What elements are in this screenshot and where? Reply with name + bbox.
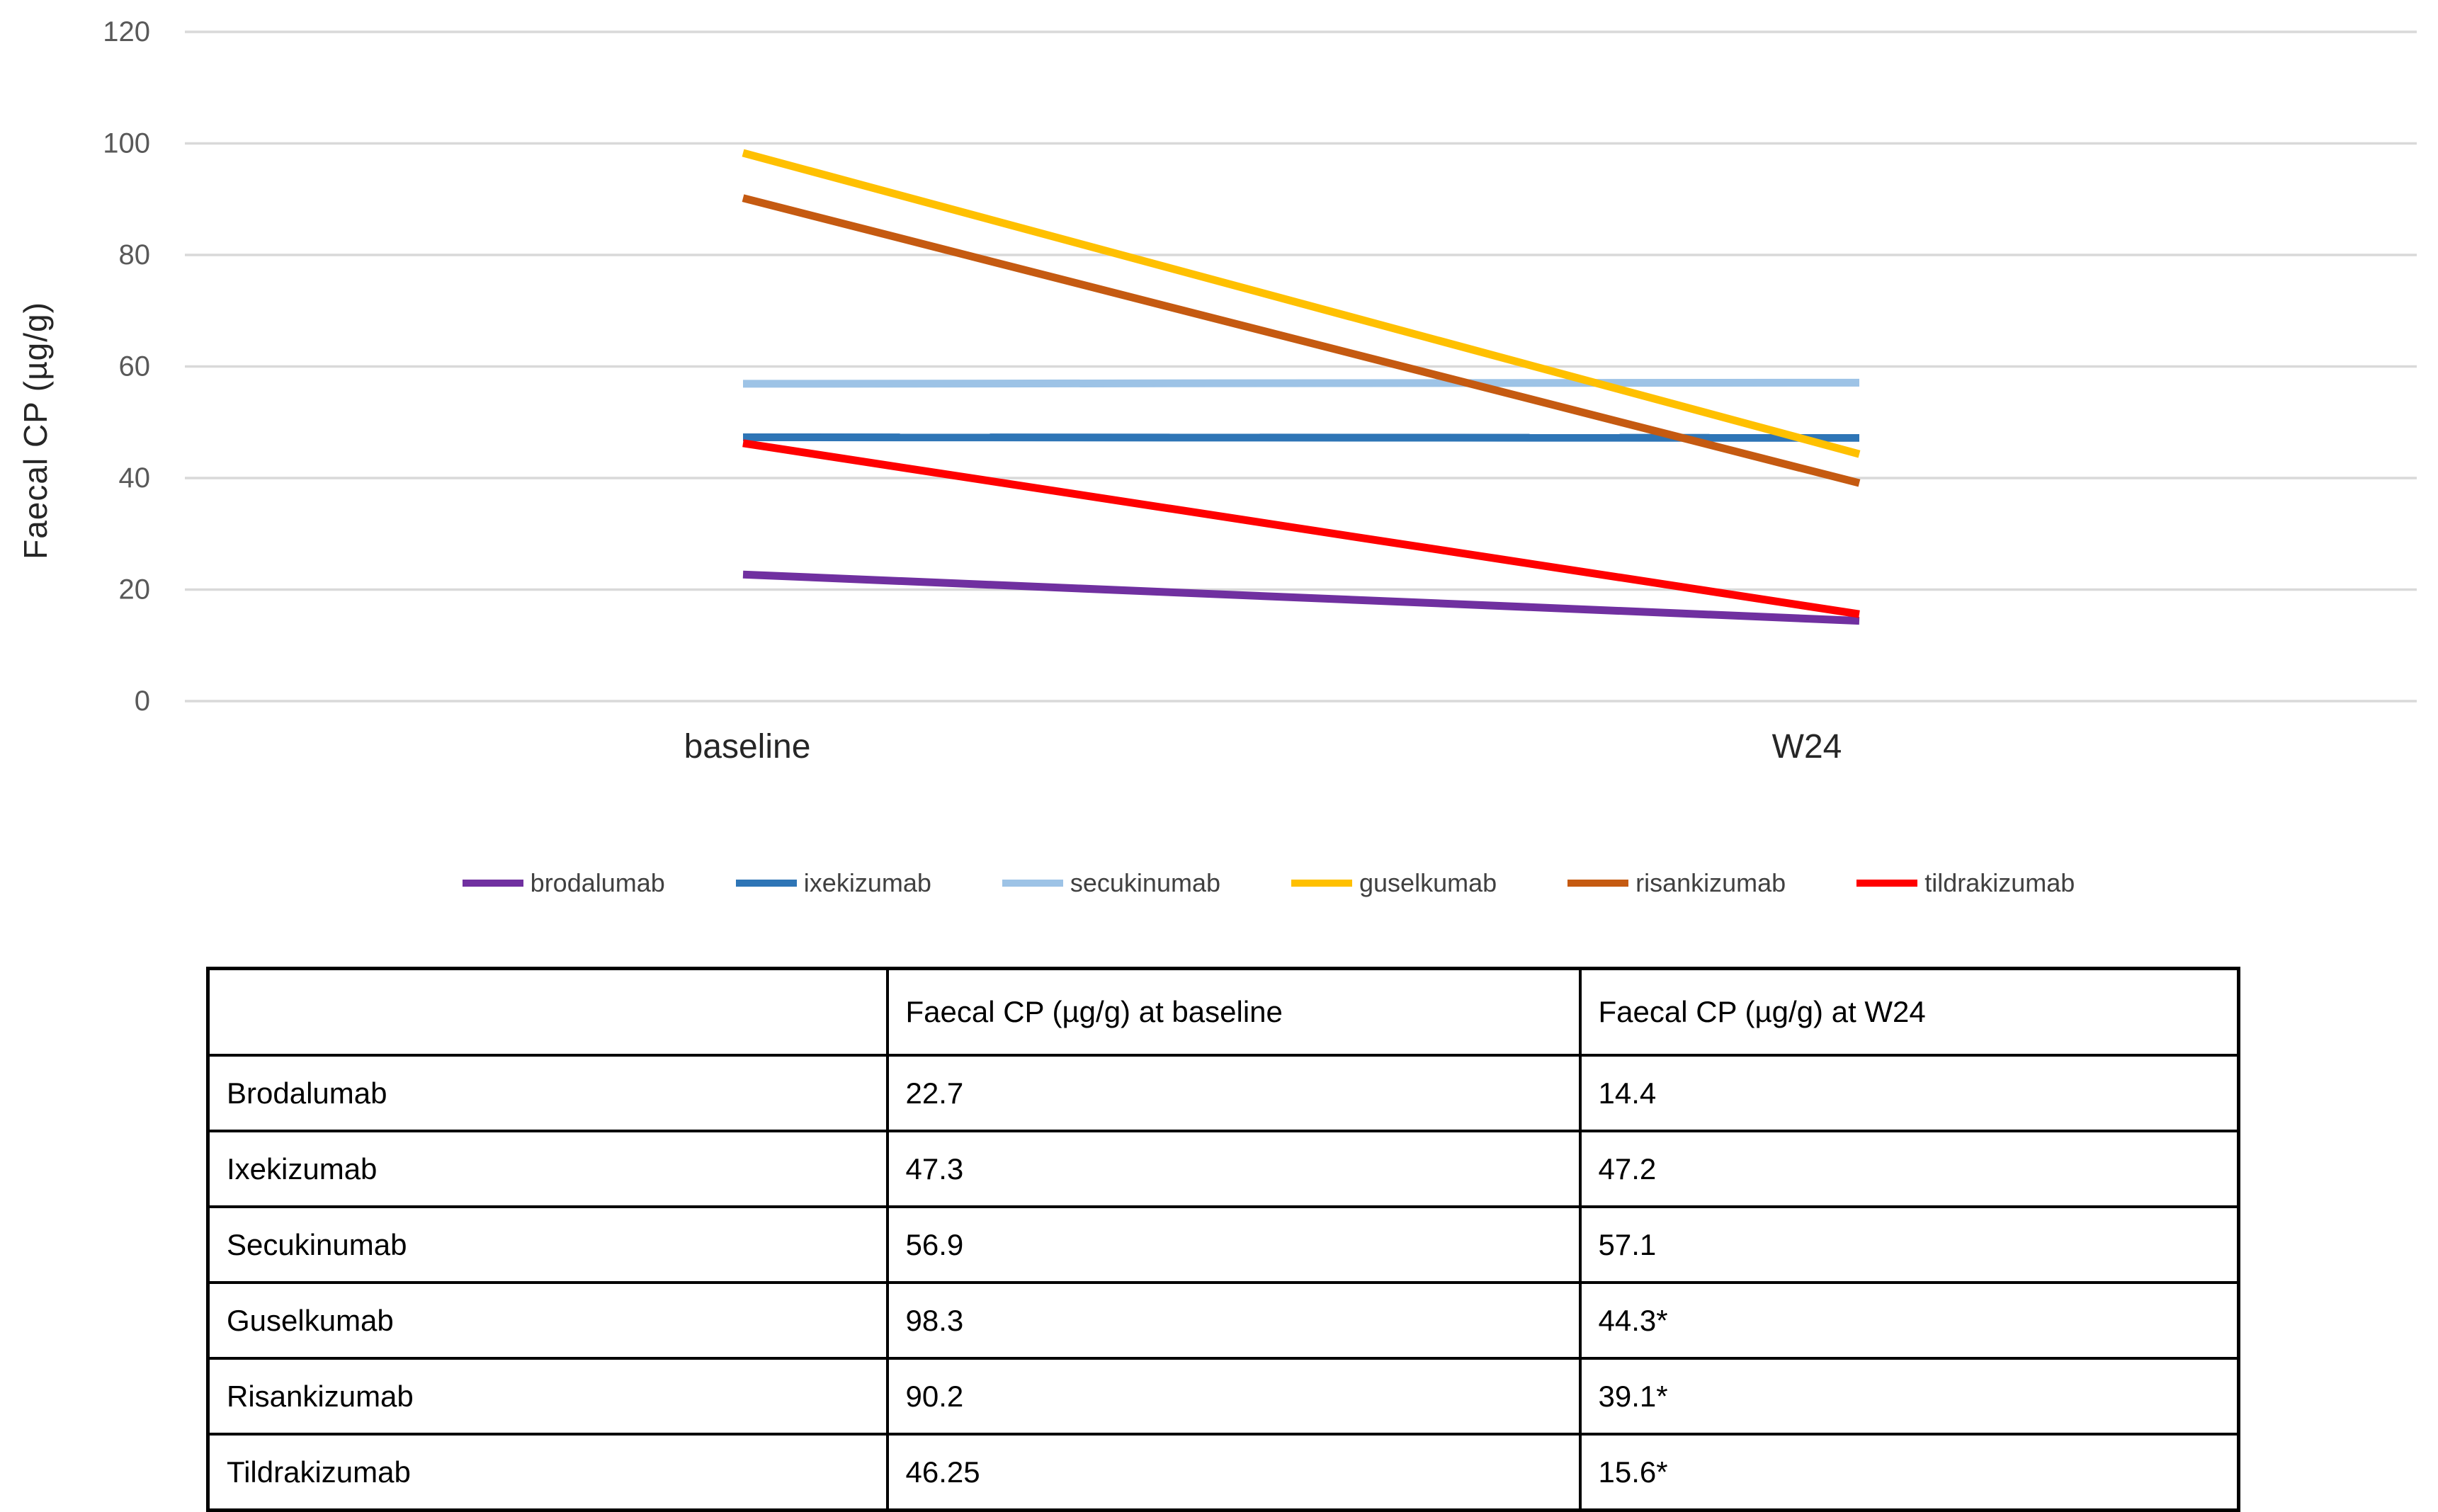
table-header-cell: Faecal CP (µg/g) at W24	[1578, 967, 2240, 1057]
legend-item-brodalumab: brodalumab	[462, 868, 665, 898]
value-cell: 56.9	[885, 1205, 1582, 1284]
y-tick-label: 60	[119, 351, 151, 382]
legend-line-swatch	[1291, 880, 1352, 887]
value-cell: 98.3	[885, 1281, 1582, 1360]
table-header-row: Faecal CP (µg/g) at baseline Faecal CP (µ…	[206, 967, 2240, 1057]
legend-label: guselkumab	[1359, 868, 1497, 897]
series-line-brodalumab	[742, 570, 1860, 625]
y-tick-label: 40	[119, 462, 151, 494]
table-header-cell: Faecal CP (µg/g) at baseline	[885, 967, 1582, 1057]
table-row: Guselkumab 98.3 44.3*	[206, 1281, 2240, 1360]
table-row: Brodalumab 22.7 14.4	[206, 1054, 2240, 1132]
y-tick-label: 100	[103, 128, 150, 159]
legend-label: tildrakizumab	[1924, 868, 2075, 897]
legend-line-swatch	[735, 880, 797, 887]
drug-column-header	[206, 967, 889, 1057]
value-cell: 57.1	[1578, 1205, 2240, 1284]
line-chart: 0 20 40 60 80 100 120 baseline W24	[103, 16, 2417, 766]
legend-line-swatch	[1567, 880, 1629, 887]
value-cell: 14.4	[1578, 1054, 2240, 1132]
table-row: Tildrakizumab 46.25 15.6*	[206, 1433, 2240, 1512]
table-body: Brodalumab 22.7 14.4 Ixekizumab 47.3 47.2 Secu…	[206, 1054, 2240, 1512]
legend-label: ixekizumab	[803, 868, 931, 897]
series-line-guselkumab	[742, 149, 1861, 458]
legend-line-swatch	[462, 880, 523, 887]
legend-item-tildrakizumab: tildrakizumab	[1856, 868, 2075, 898]
value-cell: 39.1*	[1578, 1357, 2240, 1436]
legend-item-risankizumab: risankizumab	[1567, 868, 1786, 898]
legend-item-guselkumab: guselkumab	[1291, 868, 1497, 898]
y-tick-label: 120	[103, 16, 150, 47]
legend-label: risankizumab	[1635, 868, 1786, 897]
y-tick-label: 0	[135, 686, 150, 717]
table-row: Ixekizumab 47.3 47.2	[206, 1130, 2240, 1208]
y-axis-title: Faecal CP (µg/g)	[17, 302, 54, 559]
legend: brodalumab ixekizumab secukinumab guselkuma…	[99, 868, 2438, 898]
drug-name-cell: Guselkumab	[206, 1281, 889, 1360]
legend-line-swatch	[1002, 880, 1063, 887]
y-tick-label: 20	[119, 574, 151, 606]
legend-label: brodalumab	[530, 868, 665, 897]
table-row: Risankizumab 90.2 39.1*	[206, 1357, 2240, 1436]
value-cell: 15.6*	[1578, 1433, 2240, 1512]
results-table: Faecal CP (µg/g) at baseline Faecal CP (µ…	[206, 967, 2240, 1512]
legend-line-swatch	[1856, 880, 1918, 887]
drug-name-cell: Tildrakizumab	[206, 1433, 889, 1512]
legend-label: secukinumab	[1070, 868, 1220, 897]
series-line-risankizumab	[742, 194, 1861, 487]
value-cell: 22.7	[885, 1054, 1582, 1132]
value-cell: 47.3	[885, 1130, 1582, 1208]
drug-name-cell: Brodalumab	[206, 1054, 889, 1132]
legend-item-ixekizumab: ixekizumab	[735, 868, 931, 898]
value-cell: 44.3*	[1578, 1281, 2240, 1360]
value-cell: 47.2	[1578, 1130, 2240, 1208]
x-tick-label: baseline	[684, 728, 811, 766]
series-line-tildrakizumab	[742, 439, 1860, 618]
y-tick-label: 80	[119, 239, 151, 271]
drug-name-cell: Secukinumab	[206, 1205, 889, 1284]
value-cell: 46.25	[885, 1433, 1582, 1512]
value-cell: 90.2	[885, 1357, 1582, 1436]
legend-item-secukinumab: secukinumab	[1002, 868, 1220, 898]
table-row: Secukinumab 56.9 57.1	[206, 1205, 2240, 1284]
drug-name-cell: Risankizumab	[206, 1357, 889, 1436]
table-header: Faecal CP (µg/g) at baseline Faecal CP (µ…	[206, 967, 2240, 1057]
series-line-secukinumab	[742, 378, 1860, 388]
drug-name-cell: Ixekizumab	[206, 1130, 889, 1208]
x-tick-label: W24	[1772, 728, 1842, 766]
